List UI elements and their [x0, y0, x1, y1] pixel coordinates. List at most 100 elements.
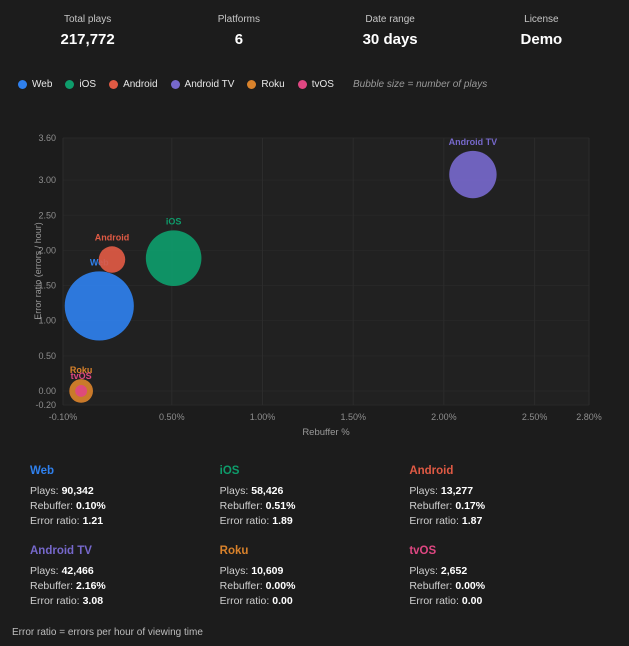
rebuffer-label: Rebuffer:: [409, 500, 453, 512]
legend-item-tvos[interactable]: tvOS: [297, 79, 334, 90]
y-tick-label: 3.00: [38, 175, 56, 185]
y-tick-label: -0.20: [35, 400, 56, 410]
platform-card-ios: iOS Plays: 58,426 Rebuffer: 0.51% Error ra…: [220, 465, 410, 529]
y-tick-label: 2.50: [38, 210, 56, 220]
error-ratio-value: 0.00: [461, 595, 483, 607]
chart-legend: Web iOS Android Android TV Roku tvOS Bub…: [0, 78, 629, 91]
bubble-android-tv[interactable]: [449, 150, 497, 199]
platform-name: tvOS: [409, 545, 437, 557]
error-ratio-label: Error ratio:: [219, 515, 270, 527]
x-tick-label: 1.00%: [250, 412, 276, 421]
plays-value: 42,466: [61, 565, 94, 577]
legend-dot-android-icon: [109, 80, 119, 89]
bubble-label-android: Android: [95, 232, 130, 242]
plays-value: 2,652: [440, 565, 468, 577]
platform-name: Android: [409, 465, 454, 477]
rebuffer-line: Rebuffer: 0.00%: [220, 579, 410, 594]
rebuffer-line: Rebuffer: 0.51%: [220, 499, 410, 514]
rebuffer-label: Rebuffer:: [219, 580, 263, 592]
x-tick-label: -0.10%: [49, 412, 78, 421]
x-tick-label: 0.50%: [159, 412, 185, 421]
error-ratio-line: Error ratio: 1.89: [220, 514, 410, 529]
error-ratio-label: Error ratio:: [219, 595, 270, 607]
rebuffer-value: 0.00%: [265, 580, 296, 592]
x-tick-label: 2.00%: [431, 412, 457, 421]
plays-label: Plays:: [30, 485, 59, 497]
platform-name: Android TV: [30, 545, 92, 557]
rebuffer-value: 2.16%: [76, 580, 106, 592]
rebuffer-line: Rebuffer: 2.16%: [30, 579, 220, 594]
stat-value: 6: [234, 31, 244, 48]
stat-label: Date range: [365, 14, 415, 25]
rebuffer-line: Rebuffer: 0.10%: [30, 499, 220, 514]
rebuffer-label: Rebuffer:: [409, 580, 453, 592]
rebuffer-value: 0.17%: [455, 500, 486, 512]
plays-line: Plays: 58,426: [220, 484, 410, 499]
rebuffer-value: 0.51%: [265, 500, 296, 512]
error-ratio-label: Error ratio:: [30, 515, 80, 527]
stat-label: Total plays: [64, 14, 112, 25]
plays-label: Plays:: [409, 565, 438, 577]
y-tick-label: 1.50: [38, 281, 56, 291]
x-axis-title: Rebuffer %: [302, 427, 350, 438]
bubble-label-ios: iOS: [166, 216, 182, 226]
plays-value: 58,426: [251, 485, 284, 497]
rebuffer-value: 0.00%: [455, 580, 486, 592]
bubble-android[interactable]: [98, 246, 126, 273]
legend-label: iOS: [79, 79, 97, 90]
platform-card-tvos: tvOS Plays: 2,652 Rebuffer: 0.00% Error ra…: [409, 545, 599, 609]
plays-line: Plays: 2,652: [409, 564, 599, 579]
y-axis-title: Error ratio (errors / hour): [33, 222, 43, 320]
stat-total-plays: Total plays 217,772: [12, 14, 163, 48]
y-tick-label: 3.60: [38, 133, 56, 143]
error-ratio-value: 1.89: [272, 515, 293, 527]
platform-name: Web: [30, 465, 55, 477]
legend-item-ios[interactable]: iOS: [65, 79, 96, 90]
bubble-label-roku: Roku: [70, 365, 93, 375]
bubble-web[interactable]: [64, 271, 134, 341]
error-ratio-line: Error ratio: 0.00: [409, 594, 599, 609]
platform-card-android: Android Plays: 13,277 Rebuffer: 0.17% Erro…: [409, 465, 599, 529]
rebuffer-line: Rebuffer: 0.17%: [409, 499, 599, 514]
stat-label: License: [524, 14, 559, 25]
bubble-chart-svg: -0.10% 0.50% 1.00% 1.50% 2.00% 2.50% 2.80% 3.60…: [35, 133, 602, 421]
y-tick-label: 0.00: [38, 386, 56, 396]
legend-label: Roku: [261, 79, 285, 90]
legend-item-android-tv[interactable]: Android TV: [170, 79, 235, 90]
x-tick-label: 2.80%: [576, 412, 602, 421]
legend-item-web[interactable]: Web: [18, 79, 52, 90]
stat-value: 217,772: [60, 31, 115, 48]
error-ratio-line: Error ratio: 3.08: [30, 594, 220, 609]
legend-item-roku[interactable]: Roku: [247, 79, 285, 90]
platform-card-android-tv: Android TV Plays: 42,466 Rebuffer: 2.16% E…: [30, 545, 220, 609]
chart-footnote: Error ratio = errors per hour of viewing…: [12, 627, 203, 638]
error-ratio-value: 1.87: [461, 515, 483, 527]
error-ratio-value: 3.08: [82, 595, 104, 607]
legend-label: Android: [123, 79, 158, 90]
error-ratio-line: Error ratio: 1.87: [409, 514, 599, 529]
plays-value: 13,277: [440, 485, 474, 497]
bubble-tvos[interactable]: [75, 385, 88, 397]
rebuffer-label: Rebuffer:: [30, 580, 73, 592]
y-tick-label: 0.50: [38, 351, 56, 361]
platform-name: Roku: [219, 545, 249, 557]
stat-value: 30 days: [362, 31, 418, 48]
plays-label: Plays:: [219, 485, 249, 497]
platform-name: iOS: [219, 465, 240, 477]
legend-dot-tvos-icon: [297, 80, 307, 89]
platform-cards: Web Plays: 90,342 Rebuffer: 0.10% Error ra…: [0, 465, 629, 609]
legend-note: Bubble size = number of plays: [352, 79, 488, 90]
legend-label: Android TV: [184, 79, 235, 90]
plays-line: Plays: 13,277: [409, 484, 599, 499]
bubble-label-tvos: tvOS: [71, 371, 92, 381]
stat-date-range: Date range 30 days: [315, 14, 466, 48]
stat-platforms: Platforms 6: [163, 14, 314, 48]
legend-item-android[interactable]: Android: [109, 79, 158, 90]
bubble-ios[interactable]: [145, 230, 202, 286]
plays-value: 10,609: [251, 565, 284, 577]
y-tick-label: 2.00: [38, 245, 56, 255]
x-tick-label: 2.50%: [522, 412, 548, 421]
error-ratio-value: 0.00: [272, 595, 293, 607]
legend-dot-web-icon: [18, 80, 27, 89]
